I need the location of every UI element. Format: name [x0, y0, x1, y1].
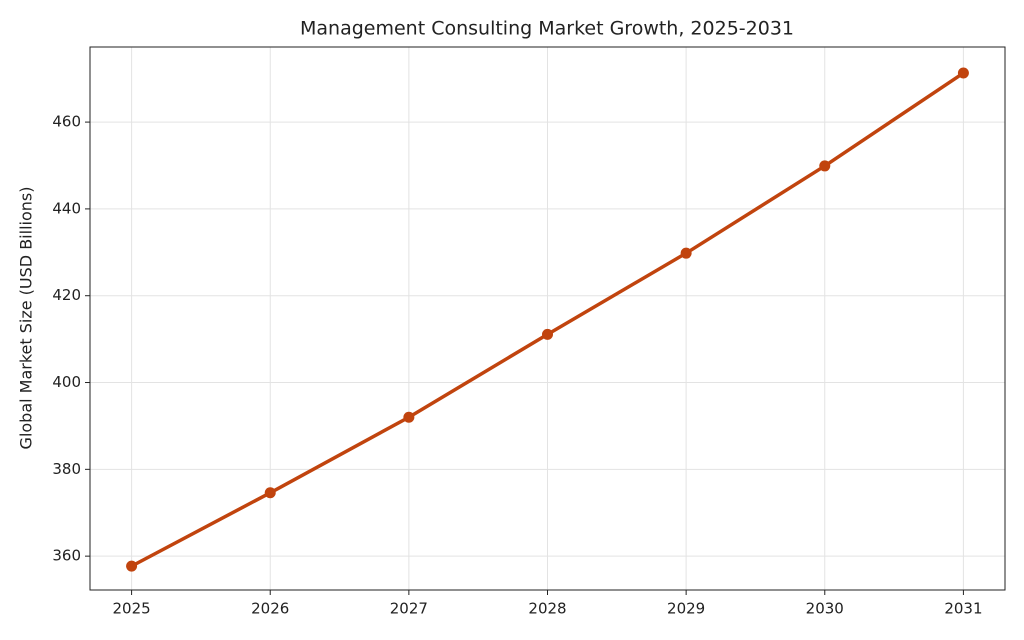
y-tick-label: 420: [52, 286, 81, 304]
x-tick-label: 2030: [806, 600, 844, 618]
y-axis-label: Global Market Size (USD Billions): [17, 187, 36, 450]
x-tick-label: 2027: [390, 600, 428, 618]
y-tick-label: 400: [52, 373, 81, 391]
chart-title: Management Consulting Market Growth, 202…: [300, 18, 794, 40]
x-tick-label: 2025: [112, 600, 150, 618]
x-tick-label: 2026: [251, 600, 289, 618]
marker: [957, 67, 969, 79]
y-tick-label: 360: [52, 547, 81, 565]
y-tick-label: 460: [52, 113, 81, 131]
plot-frame: [89, 46, 1006, 591]
marker: [403, 411, 415, 423]
marker: [542, 328, 553, 340]
y-tick-label: 440: [52, 199, 81, 217]
x-tick-label: 2031: [944, 600, 982, 618]
marker: [680, 247, 692, 259]
y-tick-label: 380: [52, 460, 81, 478]
marker: [264, 487, 276, 499]
x-tick-label: 2028: [528, 600, 566, 618]
marker: [819, 160, 831, 172]
x-tick-label: 2029: [667, 600, 705, 618]
marker: [126, 560, 138, 572]
